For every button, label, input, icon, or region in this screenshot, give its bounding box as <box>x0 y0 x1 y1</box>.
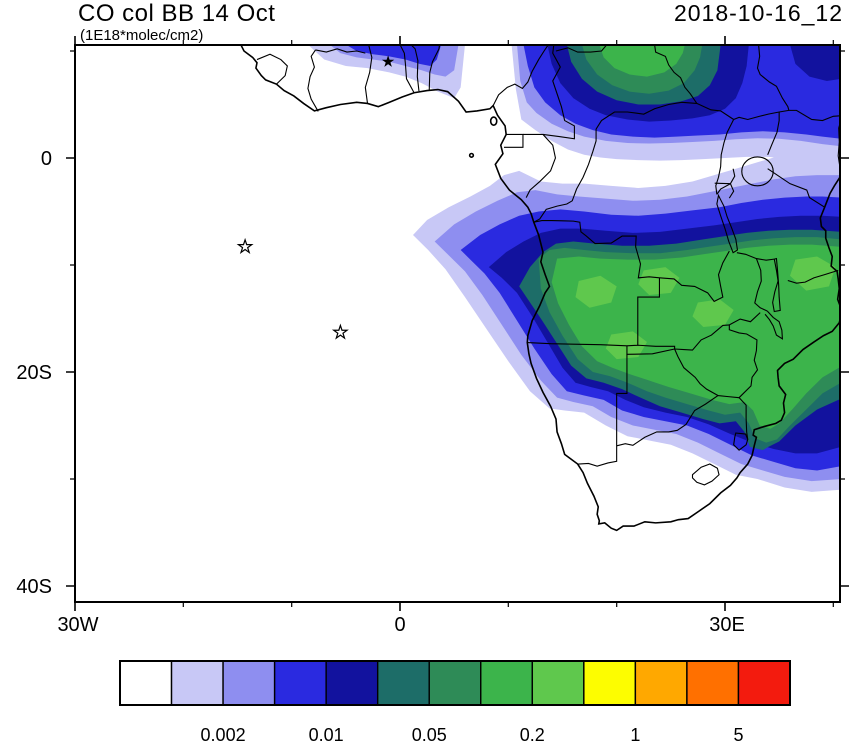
colorbar-labels: 0.002 0.01 0.05 0.2 1 5 <box>201 725 744 745</box>
colorbar-cell <box>222 660 276 706</box>
border-segment <box>411 45 419 92</box>
africa-coastline <box>241 45 842 531</box>
border-segment <box>788 270 838 283</box>
border-segment <box>527 343 627 346</box>
bright-patch <box>692 299 734 328</box>
colorbar-cell <box>325 660 379 706</box>
north-band-core-fill <box>599 45 685 77</box>
bioko-island <box>491 117 497 125</box>
border-segment <box>365 45 371 104</box>
plot-units-subtitle: (1E18*molec/cm2) <box>80 27 203 44</box>
border-segment <box>789 110 842 120</box>
border-segment <box>768 112 779 155</box>
st-helena-star-marker <box>333 324 348 339</box>
map-area <box>237 45 842 531</box>
y-tick-label: 0 <box>41 148 52 170</box>
plot-title: CO col BB 14 Oct <box>78 0 275 27</box>
minor-axis-ticks <box>70 40 845 607</box>
map-border-frame <box>74 44 841 603</box>
colorbar-cell <box>583 660 637 706</box>
colorbar-cell <box>428 660 482 706</box>
border-segment <box>556 45 607 52</box>
border-segment <box>718 396 739 398</box>
colorbar-cell <box>273 660 327 706</box>
border-segment <box>504 134 523 147</box>
eswatini-border <box>734 433 748 450</box>
border-segment <box>675 349 718 396</box>
x-tick-label: 30W <box>57 614 98 636</box>
border-segment <box>523 134 555 197</box>
border-segment <box>578 354 627 466</box>
lesotho-border <box>692 464 719 485</box>
sao-tome-island <box>470 154 474 158</box>
border-segment <box>493 45 548 106</box>
border-segment <box>316 49 366 53</box>
border-segment <box>675 325 730 350</box>
border-segment <box>729 325 757 398</box>
colorbar-cell <box>634 660 688 706</box>
colorbar-cell <box>737 660 791 706</box>
colorbar-cells <box>119 660 791 706</box>
plot-frame <box>66 36 849 611</box>
station-markers <box>237 56 394 339</box>
border-segment <box>627 346 675 355</box>
y-tick-label: 20S <box>16 362 52 384</box>
border-segment <box>757 45 788 111</box>
colorbar: 0.002 0.01 0.05 0.2 1 5 <box>119 660 791 745</box>
colorbar-cell <box>170 660 224 706</box>
border-segment <box>765 311 782 339</box>
border-segment <box>257 54 287 84</box>
x-axis-labels: 30W 0 30E <box>57 614 744 636</box>
border-segment <box>755 259 767 311</box>
border-segment <box>655 45 697 104</box>
lake-malawi <box>773 259 781 312</box>
lake-tanganyika <box>717 195 738 252</box>
bright-patch <box>575 275 617 308</box>
plot-date-label: 2018-10-16_12 <box>674 0 843 26</box>
colorbar-tick-label: 0.002 <box>201 725 246 745</box>
border-segment <box>308 50 318 112</box>
north-band-east-core-fill <box>790 45 840 81</box>
colorbar-cell <box>119 660 173 706</box>
south-plume-core-fill <box>551 244 840 429</box>
colorbar-tick-label: 0.05 <box>412 725 447 745</box>
border-segment <box>659 251 729 301</box>
colorbar-tick-label: 0.01 <box>309 725 344 745</box>
x-tick-label: 30E <box>709 614 745 636</box>
lake-victoria <box>742 157 773 186</box>
lakes <box>717 157 780 312</box>
contour-fill-level7 <box>551 45 840 429</box>
colorbar-cell <box>531 660 585 706</box>
border-segment <box>638 278 660 345</box>
border-segment <box>768 169 825 208</box>
border-segment <box>429 45 439 90</box>
colorbar-outline <box>119 660 791 706</box>
border-segment <box>627 345 675 349</box>
colorbar-tick-label: 5 <box>733 725 743 745</box>
border-segment <box>534 102 734 222</box>
colorbar-cell <box>376 660 430 706</box>
country-borders <box>257 45 842 485</box>
border-segment <box>737 253 774 260</box>
x-tick-label: 0 <box>394 614 405 636</box>
ascension-star-marker <box>237 239 253 254</box>
border-segment <box>543 45 574 139</box>
colorbar-tick-label: 1 <box>630 725 640 745</box>
border-segment <box>534 221 660 278</box>
y-tick-label: 40S <box>16 576 52 598</box>
colorbar-tick-label: 0.2 <box>520 725 545 745</box>
border-segment <box>400 45 414 93</box>
border-segment <box>715 183 734 198</box>
y-axis-labels: 0 20S 40S <box>16 148 52 598</box>
colorbar-cell <box>686 660 740 706</box>
border-segment <box>729 313 760 325</box>
islands <box>470 117 497 157</box>
major-axis-ticks <box>66 36 849 611</box>
border-segment <box>617 396 718 446</box>
border-segment <box>739 398 748 440</box>
colorbar-cell <box>480 660 534 706</box>
